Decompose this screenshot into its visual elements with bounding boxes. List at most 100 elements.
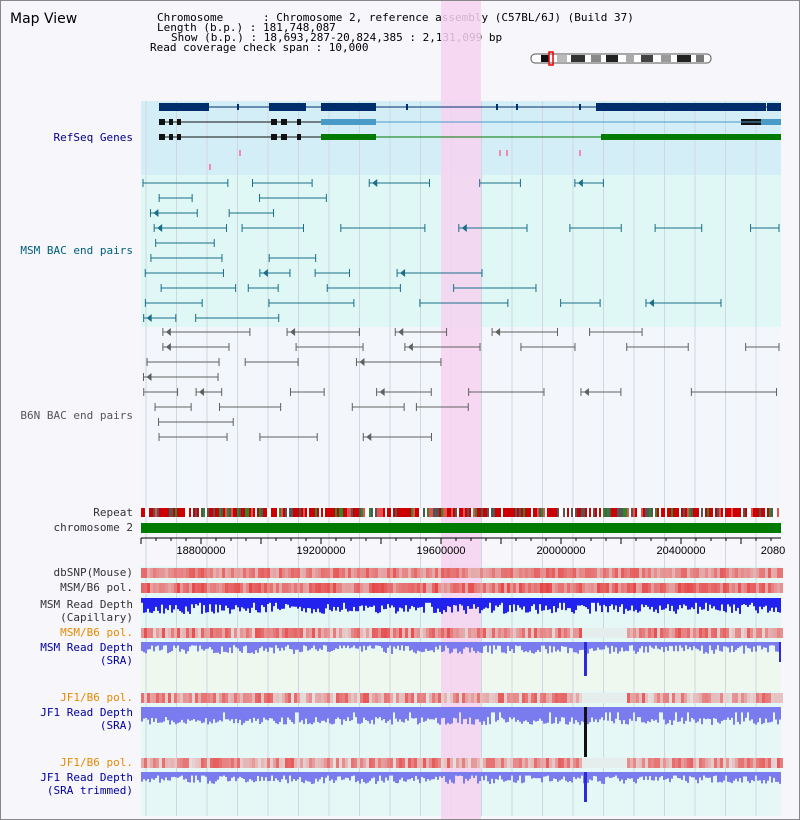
jf1-pol-trim-sra-strip [537,758,540,768]
repeat-segment [515,508,517,517]
jf1-depth-trim-bar [425,772,427,782]
repeat-segment [263,508,265,517]
msm-pol-strip [192,583,195,593]
msm-depth-sra-bar [461,642,463,654]
msm-depth-cap-bar [399,598,401,608]
jf1-pol-trim-sra-strip [615,758,618,768]
msm-depth-sra-bar [631,642,633,646]
msm-pol-strip [468,583,471,593]
dbsnp-strip [756,568,759,578]
msm-depth-cap-bar [635,598,637,610]
msm-depth-cap-bar [325,598,327,609]
msm-pol-sra-strip [531,628,534,638]
msm-pol-sra-strip [444,628,447,638]
jf1-depth-sra-bar [741,707,743,713]
jf1-depth-trim-bar [503,772,505,782]
msm-pol-strip [351,583,354,593]
jf1-pol-trim-sra-strip [264,758,267,768]
jf1-depth-sra-bar [517,707,519,720]
msm-depth-cap-bar [511,598,513,613]
msm-depth-cap-bar [573,598,575,614]
jf1-pol-trim-sra-strip [777,758,780,768]
msm-pol-strip [510,583,513,593]
jf1-depth-trim-bar [769,772,771,777]
jf1-depth-trim-bar [507,772,509,781]
dbsnp-strip [753,568,756,578]
msm-depth-sra-bar [239,642,241,652]
msm-depth-cap-bar [661,598,663,610]
dbsnp-strip [387,568,390,578]
msm-depth-cap-bar [217,598,219,613]
msm-pol-strip [273,583,276,593]
jf1-pol-sra-strip [177,693,180,703]
track-label-jf1-depth[interactable]: JF1 Read Depth [40,706,133,719]
track-label-jf1-trim[interactable]: JF1 Read Depth [40,771,133,784]
msm-depth-cap-bar [203,598,205,606]
dbsnp-strip [375,568,378,578]
msm-depth-sra-bar [691,642,693,651]
jf1-depth-trim-bar [385,772,387,778]
msm-depth-cap-bar [469,598,471,609]
msm-pol-strip [552,583,555,593]
track-label-dbsnp[interactable]: dbSNP(Mouse) [53,566,133,579]
msm-pol-strip [213,583,216,593]
msm-pol-strip [516,583,519,593]
msm-depth-sra-bar [309,642,311,650]
dbsnp-strip [255,568,258,578]
jf1-pol-trim-sra-strip [408,758,411,768]
track-label-msm-depth-cap[interactable]: MSM Read Depth [40,598,133,611]
jf1-depth-sra-bar [671,707,673,725]
msm-pol-sra-strip [252,628,255,638]
repeat-segment [743,508,745,517]
jf1-depth-sra-bar [435,707,437,718]
gene-exon [271,119,277,125]
msm-depth-cap-bar [223,598,225,611]
msm-pol-sra-strip [144,628,147,638]
track-label-refseq[interactable]: RefSeq Genes [53,131,133,144]
msm-depth-cap-bar [383,598,385,610]
track-label-repeat[interactable]: Repeat [93,506,133,519]
jf1-depth-trim-bar [753,772,755,782]
track-label-msm-depth-sra[interactable]: MSM Read Depth [40,641,133,654]
jf1-depth-trim-bar [209,772,211,781]
track-label-b6n-bac[interactable]: B6N BAC end pairs [20,409,133,422]
dbsnp-strip [663,568,666,578]
msm-depth-sra-bar [369,642,371,646]
jf1-pol-trim-sra-strip [363,758,366,768]
msm-depth-sra-bar [381,642,383,648]
jf1-pol-sra-strip [468,693,471,703]
jf1-depth-sra-bar [319,707,321,724]
repeat-segment [185,508,187,517]
repeat-segment [545,508,547,517]
jf1-depth-sra-bar [203,707,205,723]
repeat-segment [201,508,203,517]
jf1-pol-trim-sra-strip [318,758,321,768]
track-label-msm-pol[interactable]: MSM/B6 pol. [60,581,133,594]
jf1-depth-trim-bar [157,772,159,776]
jf1-depth-sra-bar [467,707,469,725]
track-label-msm-bac[interactable]: MSM BAC end pairs [20,244,133,257]
repeat-segment [275,508,277,517]
track-label-jf1-pol[interactable]: JF1/B6 pol. [60,691,133,704]
jf1-pol-trim-sra-strip [699,758,702,768]
track-label-msm-pol-sra[interactable]: MSM/B6 pol. [60,626,133,639]
dbsnp-strip [189,568,192,578]
ideogram-band [606,55,618,62]
msm-depth-cap-bar [245,598,247,611]
repeat-segment [597,508,599,517]
track-label-chromosome[interactable]: chromosome 2 [53,521,133,534]
jf1-depth-trim-bar [145,772,147,781]
jf1-depth-trim-bar [629,772,631,779]
msm-pol-strip [420,583,423,593]
repeat-segment [241,508,243,517]
jf1-pol-trim-sra-strip [189,758,192,768]
jf1-depth-sra-bar [581,707,583,722]
jf1-depth-trim-bar [361,772,363,779]
msm-depth-cap-bar [677,598,679,610]
track-label-jf1-pol-trim[interactable]: JF1/B6 pol. [60,756,133,769]
jf1-pol-trim-sra-strip [171,758,174,768]
dbsnp-strip [279,568,282,578]
jf1-depth-sra-bar [771,707,773,722]
jf1-depth-sra-bar [171,707,173,721]
